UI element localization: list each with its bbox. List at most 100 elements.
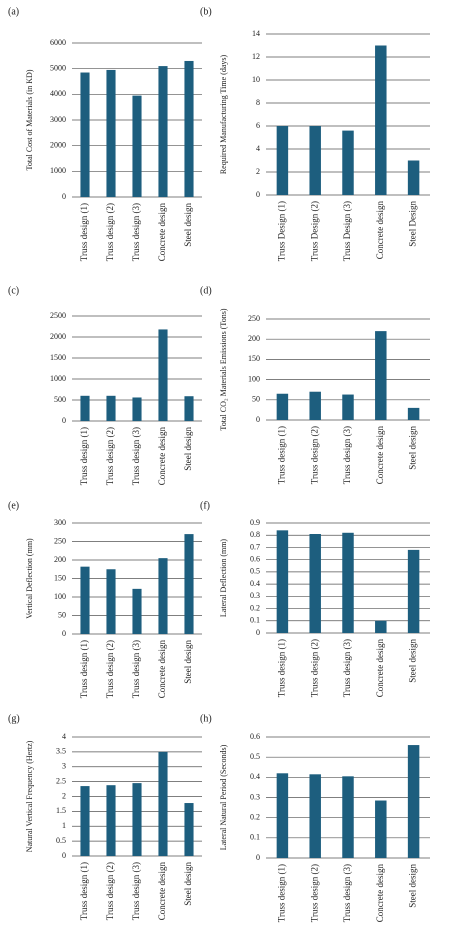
bar — [342, 130, 354, 195]
x-tick-label: Truss design (1) — [276, 864, 286, 922]
x-tick-label: Concrete design — [157, 203, 167, 262]
y-tick-label: 150 — [54, 573, 66, 582]
y-tick-label: 0.3 — [250, 792, 260, 801]
y-tick-label: 0 — [62, 416, 66, 425]
x-tick-label: Concrete design — [375, 426, 385, 485]
y-tick-label: 0.5 — [250, 567, 260, 576]
bar — [132, 95, 142, 197]
x-tick-label: Truss design (1) — [276, 426, 286, 484]
bar — [80, 72, 90, 197]
x-tick-label: Steel Design — [408, 201, 418, 247]
y-tick-label: 8 — [256, 98, 260, 107]
x-tick-label: Concrete design — [375, 639, 385, 698]
bar — [342, 776, 354, 858]
y-tick-label: 4000 — [50, 89, 66, 98]
bar — [106, 395, 116, 421]
x-tick-label: Truss design (3) — [131, 427, 141, 485]
x-tick-label: Truss design (3) — [131, 203, 141, 261]
y-tick-label: 0.9 — [250, 518, 260, 527]
bar — [158, 329, 168, 421]
y-axis-label: Lateral Deflection (mm) — [219, 539, 228, 618]
y-tick-label: 0.4 — [250, 579, 260, 588]
y-tick-label: 200 — [248, 334, 260, 343]
y-tick-label: 1500 — [50, 353, 66, 362]
y-tick-label: 0.2 — [250, 812, 260, 821]
panel-label: (e) — [8, 500, 19, 511]
x-tick-label: Truss Design (3) — [342, 201, 352, 261]
panel-label: (b) — [200, 6, 212, 17]
y-tick-label: 250 — [248, 314, 260, 323]
bar — [276, 773, 289, 858]
bar — [407, 160, 420, 195]
y-tick-label: 0 — [256, 190, 260, 199]
y-tick-label: 50 — [58, 610, 66, 619]
x-tick-label: Truss design (1) — [79, 640, 89, 698]
y-tick-label: 1.5 — [56, 806, 66, 815]
y-tick-label: 1000 — [50, 166, 66, 175]
y-tick-label: 2000 — [50, 332, 66, 341]
x-tick-label: Truss design (3) — [342, 639, 352, 697]
x-tick-label: Truss design (1) — [79, 203, 89, 261]
bar — [132, 588, 142, 634]
y-tick-label: 150 — [248, 354, 260, 363]
bar — [375, 45, 387, 195]
y-tick-label: 0.2 — [250, 603, 260, 612]
y-tick-label: 0.3 — [250, 591, 260, 600]
y-tick-label: 4 — [256, 144, 260, 153]
y-tick-label: 0 — [62, 851, 66, 860]
y-tick-label: 2 — [62, 791, 66, 800]
y-tick-label: 3 — [62, 762, 66, 771]
x-tick-label: Truss design (1) — [276, 639, 286, 697]
bar — [309, 774, 321, 858]
y-tick-label: 100 — [54, 592, 66, 601]
x-tick-label: Truss design (3) — [342, 864, 352, 922]
y-tick-label: 2 — [256, 167, 260, 176]
x-tick-label: Concrete design — [375, 864, 385, 923]
y-tick-label: 1000 — [50, 374, 66, 383]
x-tick-label: Truss Design (2) — [309, 201, 319, 261]
y-tick-label: 0.8 — [250, 530, 260, 539]
x-tick-label: Concrete design — [157, 640, 167, 699]
bar — [106, 785, 116, 856]
y-tick-label: 3000 — [50, 115, 66, 124]
x-tick-label: Truss design (1) — [79, 862, 89, 920]
y-axis-label: Total CO₂ Materials Emissions (Tons) — [219, 308, 228, 430]
bar — [276, 393, 289, 420]
bar — [132, 397, 142, 421]
y-tick-label: 0 — [62, 192, 66, 201]
x-tick-label: Concrete design — [157, 427, 167, 486]
y-tick-label: 0.6 — [250, 554, 260, 563]
y-tick-label: 14 — [252, 29, 260, 38]
bar — [342, 394, 354, 420]
y-tick-label: 10 — [252, 75, 260, 84]
y-tick-label: 200 — [54, 555, 66, 564]
bar — [276, 530, 289, 633]
bar — [309, 126, 321, 195]
panel-label: (f) — [200, 500, 210, 511]
bar — [407, 549, 420, 633]
y-tick-label: 2.5 — [56, 776, 66, 785]
bar — [407, 407, 420, 420]
bar — [309, 391, 321, 420]
y-tick-label: 0.5 — [250, 752, 260, 761]
y-tick-label: 2000 — [50, 140, 66, 149]
y-tick-label: 3.5 — [56, 747, 66, 756]
y-tick-label: 0.4 — [250, 772, 260, 781]
x-tick-label: Steel design — [183, 862, 193, 906]
x-tick-label: Steel design — [183, 203, 193, 247]
y-tick-label: 6000 — [50, 38, 66, 47]
y-tick-label: 0 — [256, 628, 260, 637]
y-tick-label: 50 — [252, 395, 260, 404]
bar — [80, 786, 90, 856]
x-tick-label: Steel design — [408, 426, 418, 470]
x-tick-label: Truss design (3) — [342, 426, 352, 484]
y-tick-label: 250 — [54, 536, 66, 545]
y-axis-label: Vertical Deflection (mm) — [25, 538, 34, 619]
bar — [106, 569, 116, 634]
x-tick-label: Truss design (2) — [105, 640, 115, 698]
x-tick-label: Truss design (2) — [105, 862, 115, 920]
x-tick-label: Steel design — [408, 639, 418, 683]
y-tick-label: 0 — [256, 415, 260, 424]
x-tick-label: Truss design (1) — [79, 427, 89, 485]
y-tick-label: 0.1 — [250, 833, 260, 842]
